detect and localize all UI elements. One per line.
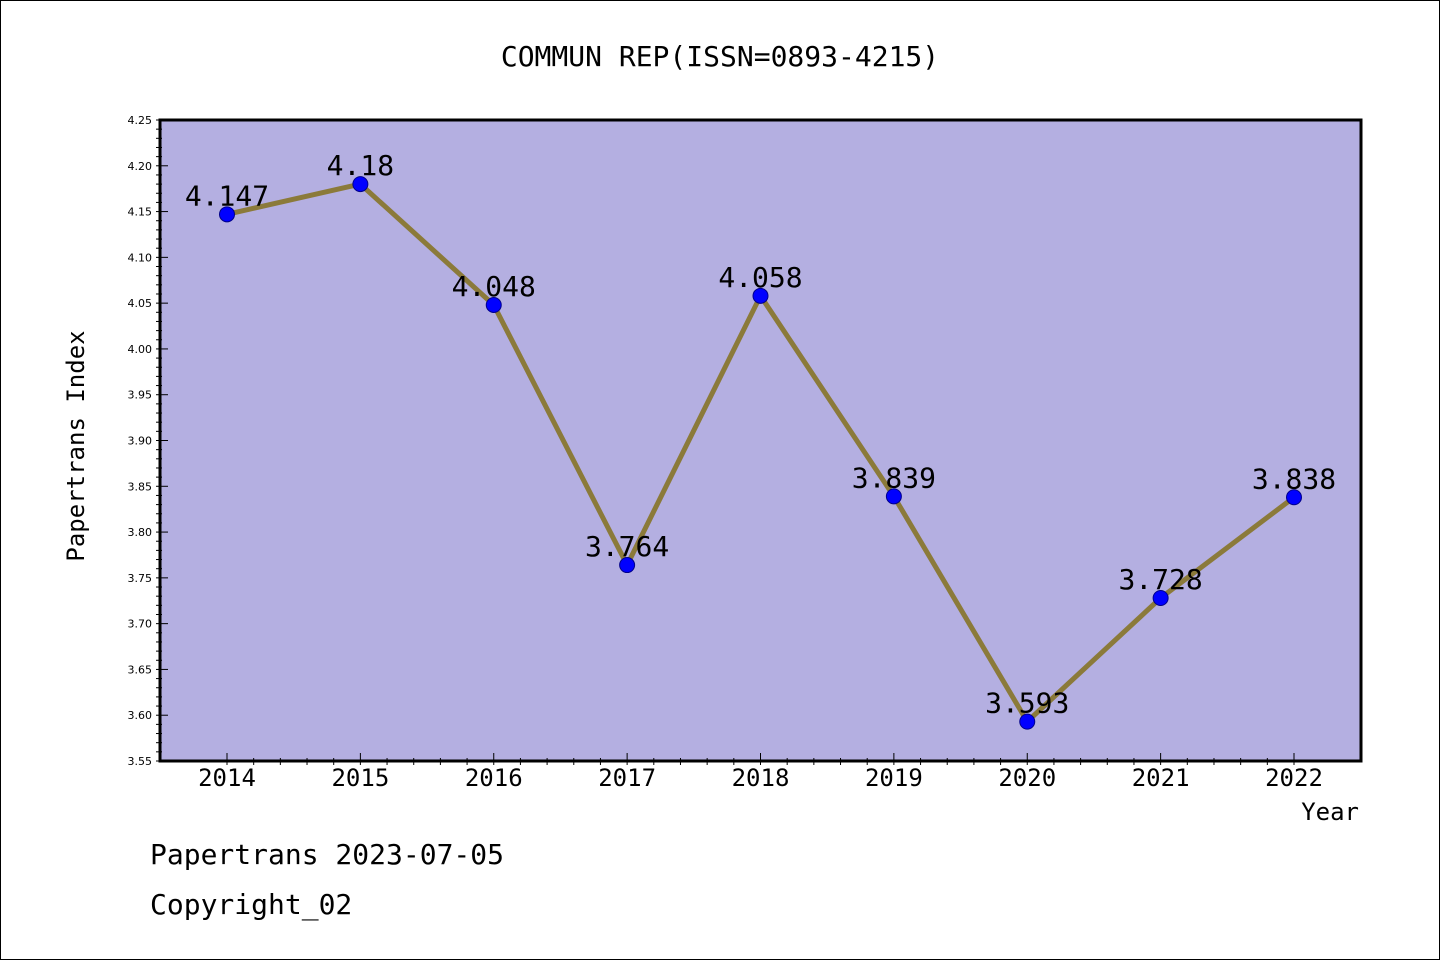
data-point <box>619 557 636 574</box>
x-tick-label: 2021 <box>1132 764 1190 792</box>
x-tick-label: 2019 <box>865 764 923 792</box>
data-label: 3.839 <box>852 461 936 494</box>
x-tick-label: 2020 <box>998 764 1056 792</box>
y-tick-label: 4.20 <box>128 160 153 173</box>
chart-title: COMMUN REP(ISSN=0893-4215) <box>501 40 939 73</box>
data-point <box>219 206 235 223</box>
x-tick-label: 2014 <box>198 764 256 792</box>
x-axis-label: Year <box>1301 798 1359 826</box>
data-label: 3.764 <box>585 530 669 563</box>
y-tick-label: 3.70 <box>128 618 153 631</box>
x-axis-ticks: 2014 2015 2016 2017 2018 2019 2020 2021 2022 <box>198 753 1323 792</box>
y-tick-label: 4.15 <box>128 206 153 219</box>
series-layer: 4.147 4.18 4.048 3.764 4.058 3.839 3.593 3.728 3… <box>185 149 1336 730</box>
footer-copyright: Copyright_02 <box>150 888 352 922</box>
x-tick-label: 2016 <box>465 764 523 792</box>
y-tick-label: 4.25 <box>128 114 153 127</box>
data-point <box>352 176 369 193</box>
data-point <box>885 488 902 505</box>
data-point <box>1152 590 1169 607</box>
y-tick-label: 3.85 <box>128 480 153 493</box>
y-tick-label: 3.80 <box>128 526 153 539</box>
y-tick-label: 3.75 <box>128 572 153 585</box>
x-tick-label: 2022 <box>1265 764 1323 792</box>
y-tick-label: 3.90 <box>128 435 153 448</box>
data-label: 4.147 <box>185 179 269 212</box>
y-tick-label: 3.65 <box>128 663 153 676</box>
x-tick-label: 2015 <box>331 764 389 792</box>
data-label: 4.048 <box>452 270 536 303</box>
y-tick-label: 3.55 <box>128 755 153 768</box>
footer-date: Papertrans 2023-07-05 <box>150 838 504 871</box>
data-label: 4.18 <box>327 149 394 182</box>
data-point <box>1019 713 1036 730</box>
plot-area <box>158 118 1363 763</box>
data-label: 4.058 <box>718 261 802 294</box>
y-tick-label: 3.95 <box>128 389 153 402</box>
x-tick-label: 2018 <box>732 764 790 792</box>
x-tick-label: 2017 <box>598 764 656 792</box>
data-point <box>1286 489 1302 506</box>
y-tick-label: 4.00 <box>128 343 153 356</box>
y-axis-label: Papertrans Index <box>62 330 90 561</box>
y-tick-label: 3.60 <box>128 709 153 722</box>
data-point <box>485 296 502 313</box>
data-point <box>752 287 769 304</box>
data-label: 3.728 <box>1118 563 1202 596</box>
y-tick-label: 4.05 <box>128 297 153 310</box>
data-label: 3.593 <box>985 687 1069 720</box>
y-axis-ticks: 3.55 3.60 3.65 3.70 3.75 3.80 3.85 3.90 3.95 4.00… <box>128 114 168 768</box>
y-tick-label: 4.10 <box>128 251 153 264</box>
data-label: 3.838 <box>1252 462 1336 495</box>
